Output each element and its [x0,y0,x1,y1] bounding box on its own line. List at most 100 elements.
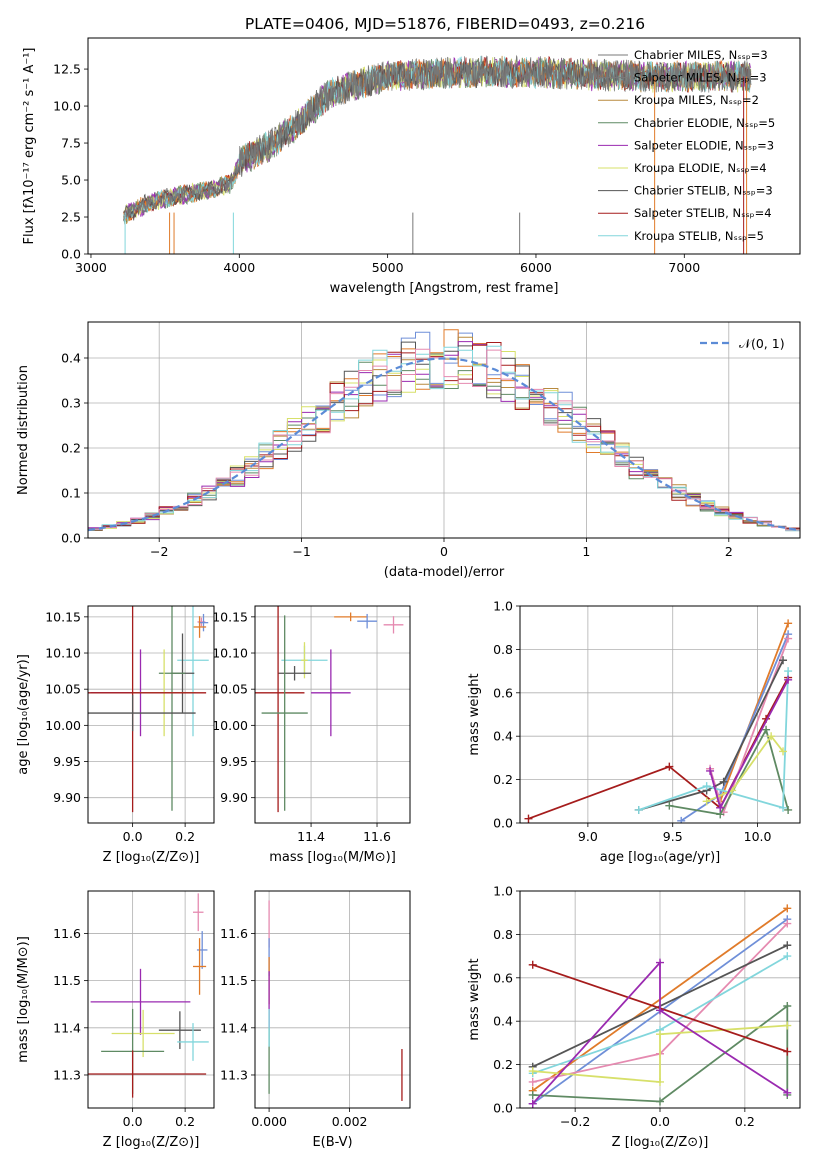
y-tick-label: 0.4 [493,1014,513,1029]
y-tick-label: 11.3 [220,1067,248,1082]
x-tick-label: 0.2 [735,1114,755,1129]
legend-label: Salpeter ELODIE, Nₛₛₚ=3 [634,138,774,152]
legend-label: Chabrier ELODIE, Nₛₛₚ=5 [634,116,775,130]
legend-label: Kroupa MILES, Nₛₛₚ=2 [634,93,759,107]
axes-frame [254,890,411,1109]
x-tick-label: 0.0 [650,1114,670,1129]
x-tick-label: 0.2 [175,829,195,844]
x-axis-label: mass [log₁₀(M/M⊙)] [269,850,396,865]
plus-marker [716,803,725,812]
y-tick-label: 12.5 [53,62,81,77]
y-tick-label: 0.2 [493,1057,513,1072]
y-tick-label: 0.0 [61,531,81,546]
plus-marker [528,1099,537,1108]
legend-label: Chabrier STELIB, Nₛₛₚ=3 [634,184,773,198]
legend-label: Kroupa STELIB, Nₛₛₚ=5 [634,229,764,243]
plus-marker [702,797,711,806]
plus-marker [783,919,792,928]
weight-line-7 [706,734,784,803]
errorbar-point-0 [193,893,204,932]
x-axis-label: (data-model)/error [384,565,505,580]
legend-label: Kroupa ELODIE, Nₛₛₚ=4 [634,161,767,175]
errorbar-point-4 [301,642,308,679]
plus-marker [783,1088,792,1097]
spectrum-data-line [123,54,752,223]
plus-marker [779,656,788,665]
plus-marker [677,816,686,823]
plus-marker [784,619,793,628]
errorbar-point-8 [88,606,207,813]
plus-marker [656,1097,664,1106]
y-tick-label: 11.5 [220,973,248,988]
y-tick-label: 2.5 [61,210,81,225]
x-tick-label: 3000 [75,260,107,275]
y-tick-label: 11.6 [220,926,248,941]
plus-marker [528,1067,537,1076]
plus-marker [762,725,771,734]
plus-marker [783,904,792,913]
y-tick-label: 9.95 [220,754,248,769]
y-tick-label: 10.15 [45,609,81,624]
y-tick-label: 10.05 [45,682,81,697]
errorbar-point-9 [88,694,196,732]
x-axis-label: Z [log₁₀(Z/Z⊙)] [103,850,200,865]
histogram-series-9 [88,348,800,531]
y-tick-label: 0.8 [493,927,513,942]
axes-frame [87,605,215,824]
panel-residuals: −2 −1 0 1 2 0.0 0.1 0.2 0.3 0.4 (data-model)/error… [16,321,801,580]
y-axis-label: Normed distribution [16,365,31,495]
panel-spectrum: 3000 4000 5000 6000 7000 0.0 2.5 5.0 7.5 10.0 12.5… [22,37,801,296]
x-tick-label: 0.002 [332,1114,368,1129]
x-tick-label: 7000 [668,260,700,275]
y-tick-label: 7.5 [61,136,81,151]
y-tick-label: 0.8 [493,642,513,657]
x-tick-label: 0.2 [175,1114,195,1129]
errorbar-point-4 [158,1011,201,1050]
plot-area [528,904,792,1108]
errorbar-point-0 [197,617,206,627]
x-tick-label: −0.2 [560,1114,590,1129]
plot-area [123,54,752,254]
plus-marker [767,732,776,741]
errorbar-point-0 [334,612,368,622]
x-tick-label: 11.6 [363,829,391,844]
y-tick-label: 9.90 [220,790,248,805]
errorbar-point-1 [198,613,209,632]
plus-marker [783,1002,792,1011]
spectrum-legend: Chabrier MILES, Nₛₛₚ=3 Salpeter MILES, Nₛ… [598,48,775,243]
x-tick-label: 0.0 [123,1114,143,1129]
plus-marker [784,805,793,814]
figure-title: PLATE=0406, MJD=51876, FIBERID=0493, z=0… [245,15,645,33]
y-tick-label: 0.1 [61,486,81,501]
axes-frame [87,37,801,255]
x-axis-label: age [log₁₀(age/yr)] [600,850,721,865]
plus-marker [784,675,793,684]
y-tick-label: 11.4 [53,1020,81,1035]
plus-marker [656,1006,664,1015]
plus-marker [706,766,715,775]
y-tick-label: 0.6 [493,685,513,700]
y-axis-label: age [log₁₀(age/yr)] [16,654,31,775]
x-axis-label: E(B-V) [312,1135,352,1150]
legend-label: 𝒩(0, 1) [739,336,785,351]
errorbar-point-1 [357,613,378,629]
plus-marker [784,634,793,643]
plus-marker [779,803,788,812]
y-tick-label: 0.3 [61,396,81,411]
errorbar-point-1 [196,931,208,969]
y-tick-label: 11.6 [53,926,81,941]
y-tick-label: 11.4 [220,1020,248,1035]
plus-marker [779,747,788,756]
x-axis-label: wavelength [Angstrom, rest frame] [330,281,559,296]
errorbar-point-2 [193,616,207,638]
y-tick-label: 5.0 [61,173,81,188]
legend-label: Salpeter STELIB, Nₛₛₚ=4 [634,206,772,220]
y-tick-label: 10.0 [53,99,81,114]
y-tick-label: 10.10 [45,646,81,661]
axes-frame [519,605,801,824]
y-tick-label: 0.0 [61,247,81,262]
plus-marker [783,1047,792,1056]
plus-marker [784,667,793,676]
axes-frame [87,890,215,1109]
